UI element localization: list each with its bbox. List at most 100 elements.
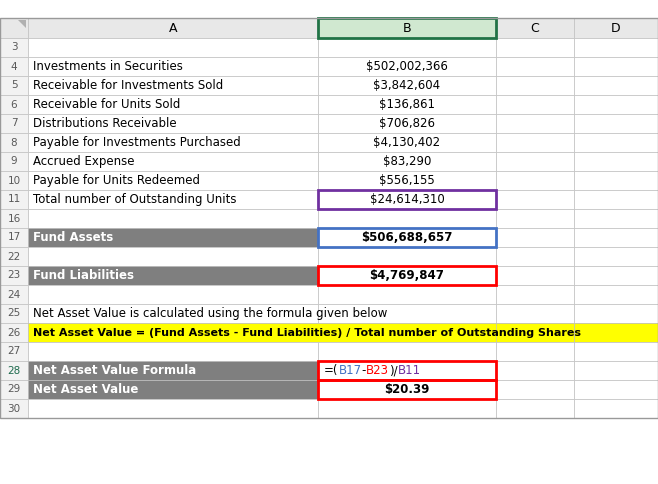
Text: 17: 17 [7, 232, 20, 242]
Bar [496, 95, 574, 114]
Bar [28, 190, 318, 209]
Bar [318, 57, 496, 76]
Bar [496, 399, 574, 418]
Text: $20.39: $20.39 [384, 383, 430, 396]
Text: D: D [611, 21, 620, 34]
Text: =(: =( [324, 364, 338, 377]
Bar [318, 399, 496, 418]
Bar [574, 133, 658, 152]
Bar [28, 399, 318, 418]
Bar [574, 76, 658, 95]
Bar [0, 171, 28, 190]
Bar [28, 57, 318, 76]
Bar [496, 342, 574, 361]
Text: Fund Liabilities: Fund Liabilities [33, 269, 134, 282]
Text: Net Asset Value = (Fund Assets - Fund Liabilities) / Total number of Outstanding: Net Asset Value = (Fund Assets - Fund Li… [33, 328, 581, 337]
Bar [0, 38, 28, 57]
Text: Receivable for Investments Sold: Receivable for Investments Sold [33, 79, 223, 92]
Text: $4,769,847: $4,769,847 [370, 269, 444, 282]
Text: $83,290: $83,290 [383, 155, 431, 168]
Text: A: A [168, 21, 177, 34]
Bar [496, 285, 574, 304]
Text: 5: 5 [11, 80, 17, 91]
Bar [574, 171, 658, 190]
Bar [28, 95, 318, 114]
Text: C: C [530, 21, 540, 34]
Bar [28, 304, 318, 323]
Bar [496, 114, 574, 133]
Bar [318, 171, 496, 190]
Bar [28, 38, 318, 57]
Bar [574, 38, 658, 57]
Bar [0, 399, 28, 418]
Text: $556,155: $556,155 [379, 174, 435, 187]
Bar [496, 133, 574, 152]
Bar [28, 209, 318, 228]
Bar [0, 190, 28, 209]
Bar [574, 209, 658, 228]
Bar [496, 152, 574, 171]
Bar [28, 152, 318, 171]
Bar [574, 323, 658, 342]
Text: Payable for Investments Purchased: Payable for Investments Purchased [33, 136, 241, 149]
Bar [574, 247, 658, 266]
Bar [318, 228, 496, 247]
Text: Receivable for Units Sold: Receivable for Units Sold [33, 98, 180, 111]
Bar [574, 304, 658, 323]
Text: 27: 27 [7, 347, 20, 357]
Bar [0, 247, 28, 266]
Bar [496, 57, 574, 76]
Bar [574, 342, 658, 361]
Bar [496, 228, 574, 247]
Bar [318, 76, 496, 95]
Bar [496, 247, 574, 266]
Bar [28, 323, 658, 342]
Bar [496, 76, 574, 95]
Bar [496, 171, 574, 190]
Text: $24,614,310: $24,614,310 [370, 193, 444, 206]
Bar [28, 76, 318, 95]
Bar [28, 380, 318, 399]
Text: B: B [403, 21, 411, 34]
Text: Fund Assets: Fund Assets [33, 231, 113, 244]
Bar [318, 38, 496, 57]
Bar [318, 133, 496, 152]
Bar [496, 38, 574, 57]
Bar [574, 57, 658, 76]
Bar [0, 18, 658, 418]
Text: 30: 30 [7, 404, 20, 413]
Text: $506,688,657: $506,688,657 [361, 231, 453, 244]
Text: 23: 23 [7, 271, 20, 281]
Bar [574, 228, 658, 247]
Text: 25: 25 [7, 308, 20, 318]
Bar [318, 266, 496, 285]
Bar [496, 304, 574, 323]
Text: )/: )/ [389, 364, 397, 377]
Text: 10: 10 [7, 176, 20, 185]
Text: $136,861: $136,861 [379, 98, 435, 111]
Bar [318, 18, 496, 38]
Text: Total number of Outstanding Units: Total number of Outstanding Units [33, 193, 236, 206]
Bar [574, 114, 658, 133]
Bar [28, 285, 318, 304]
Bar [574, 399, 658, 418]
Text: 3: 3 [11, 43, 17, 52]
Bar [496, 361, 574, 380]
Bar [318, 342, 496, 361]
Text: 28: 28 [7, 365, 20, 376]
Bar [28, 361, 318, 380]
Bar [496, 209, 574, 228]
Bar [574, 190, 658, 209]
Bar [0, 342, 28, 361]
Text: Accrued Expense: Accrued Expense [33, 155, 134, 168]
Bar [496, 190, 574, 209]
Bar [318, 190, 496, 209]
Bar [574, 285, 658, 304]
Bar [318, 304, 496, 323]
Bar [28, 342, 318, 361]
Bar [0, 152, 28, 171]
Bar [0, 285, 28, 304]
Text: $4,130,402: $4,130,402 [374, 136, 441, 149]
Bar [0, 228, 28, 247]
Text: -: - [362, 364, 366, 377]
